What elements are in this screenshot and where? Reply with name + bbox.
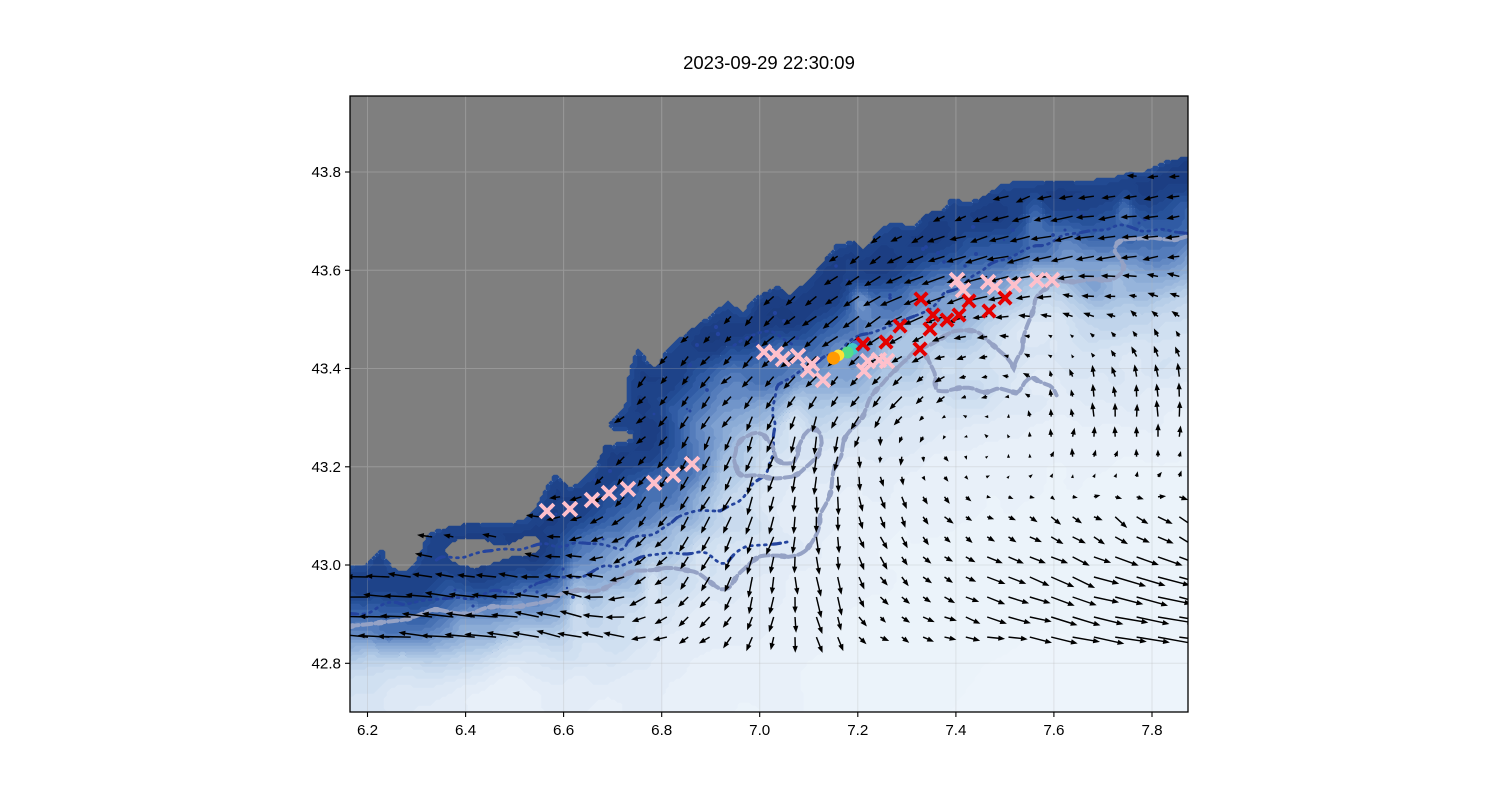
svg-text:7.2: 7.2 <box>847 722 868 739</box>
svg-text:6.8: 6.8 <box>651 722 672 739</box>
svg-text:6.4: 6.4 <box>455 722 476 739</box>
svg-text:6.6: 6.6 <box>553 722 574 739</box>
svg-text:6.2: 6.2 <box>357 722 378 739</box>
svg-text:43.0: 43.0 <box>311 557 341 574</box>
svg-text:7.4: 7.4 <box>945 722 966 739</box>
svg-text:7.6: 7.6 <box>1043 722 1064 739</box>
svg-text:43.6: 43.6 <box>311 262 341 279</box>
svg-text:7.0: 7.0 <box>749 722 770 739</box>
svg-text:43.2: 43.2 <box>311 459 341 476</box>
svg-text:43.8: 43.8 <box>311 164 341 181</box>
svg-text:7.8: 7.8 <box>1141 722 1162 739</box>
svg-text:2023-09-29 22:30:09: 2023-09-29 22:30:09 <box>683 52 855 73</box>
svg-text:42.8: 42.8 <box>311 655 341 672</box>
svg-text:43.4: 43.4 <box>311 361 341 378</box>
